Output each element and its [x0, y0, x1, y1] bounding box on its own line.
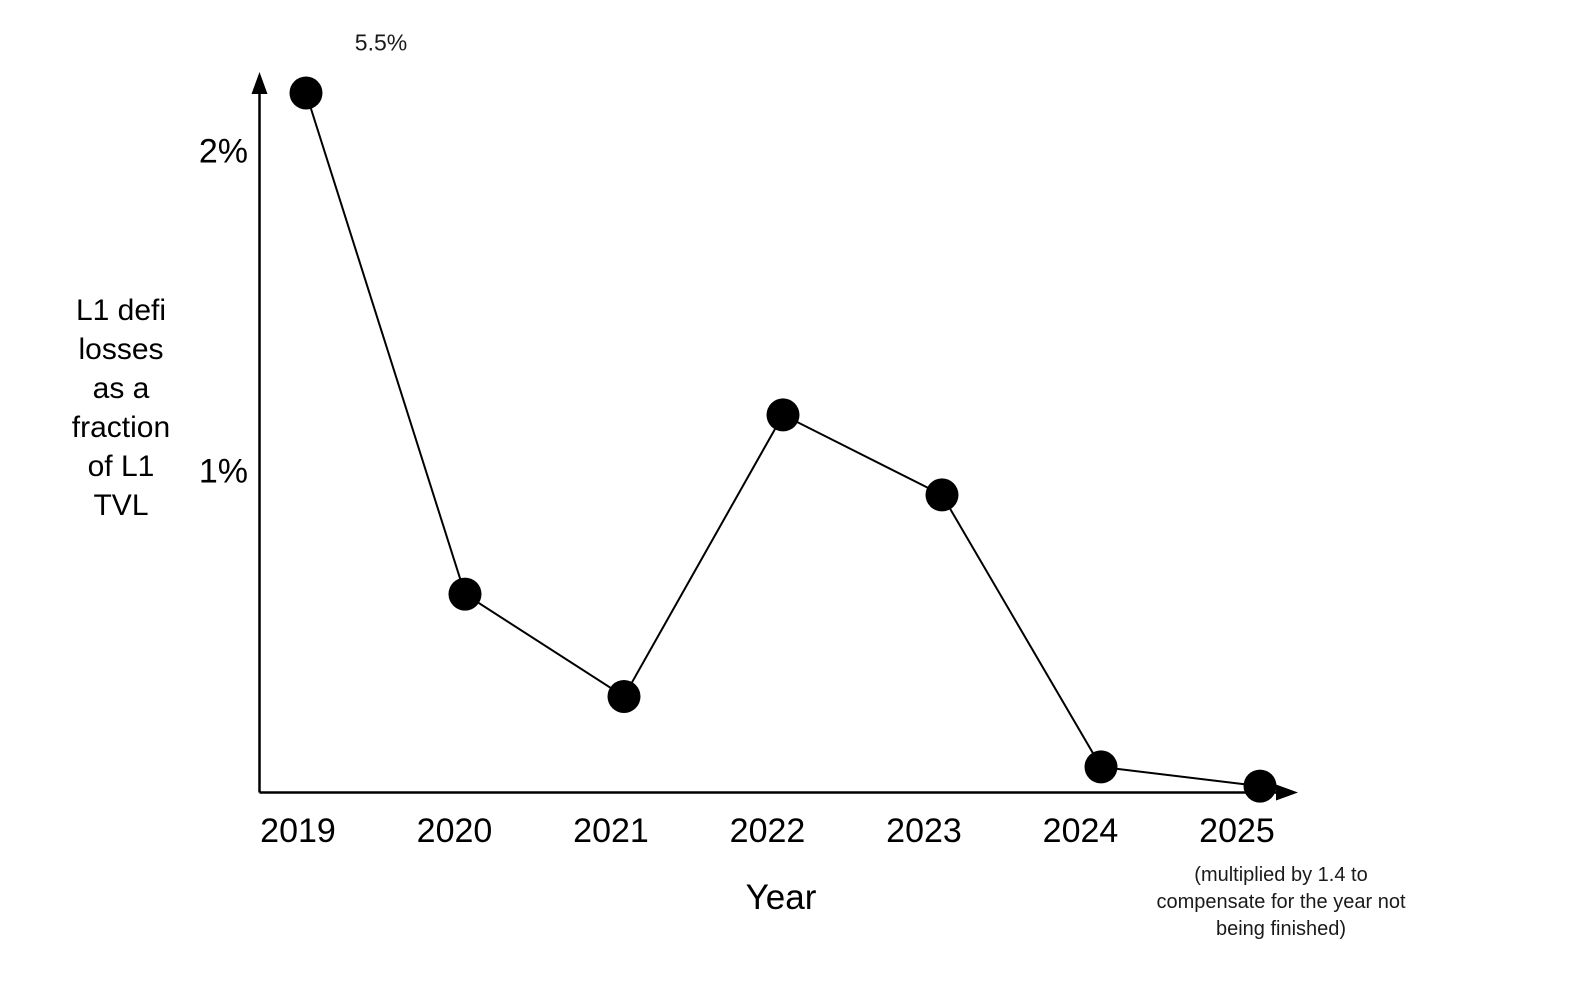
x-axis-title: Year — [745, 878, 817, 917]
y-axis-arrowhead-icon — [251, 72, 268, 94]
y-axis-title: L1 defi losses as a fraction of L1 TVL — [71, 294, 171, 522]
x-tick-label-2022: 2022 — [729, 812, 806, 850]
series-line — [305, 92, 1261, 788]
x-tick-label-2025: 2025 — [1199, 812, 1275, 850]
x-tick-label-2021: 2021 — [573, 812, 649, 850]
data-point-2025 — [1243, 769, 1277, 803]
x-axis-arrowhead-icon — [1276, 784, 1298, 801]
y-tick-label-1: 1% — [198, 452, 248, 491]
x-tick-label-2019: 2019 — [260, 812, 336, 850]
x-tick-label-2024: 2024 — [1042, 812, 1119, 850]
y-tick-label-2: 2% — [198, 132, 248, 171]
point-annotation-2019: 5.5% — [354, 29, 408, 56]
data-point-2019 — [289, 76, 323, 110]
data-point-2023 — [925, 478, 959, 512]
data-point-2020 — [448, 577, 482, 611]
x-tick-label-2020: 2020 — [416, 812, 493, 850]
data-point-2024 — [1084, 750, 1118, 784]
x-tick-label-2023: 2023 — [886, 812, 962, 850]
data-point-2022 — [766, 398, 800, 432]
data-point-2021 — [607, 680, 641, 713]
x-axis-note: (multiplied by 1.4 to compensate for the… — [1156, 864, 1406, 940]
